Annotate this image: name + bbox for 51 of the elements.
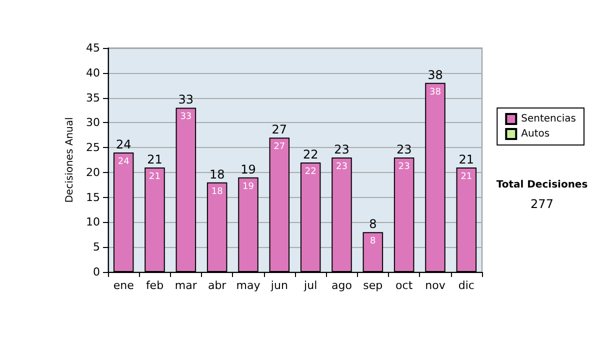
total-label: 27 bbox=[272, 122, 288, 137]
total-label: 22 bbox=[302, 147, 318, 162]
y-tick-label: 25 bbox=[86, 141, 100, 154]
x-tick-label: ene bbox=[113, 279, 134, 292]
data-label: 38 bbox=[430, 87, 442, 98]
data-label: 21 bbox=[149, 172, 160, 182]
data-label: 22 bbox=[304, 166, 316, 177]
total-label: 38 bbox=[428, 68, 443, 82]
total-label: 24 bbox=[116, 138, 132, 152]
y-tick-label: 20 bbox=[86, 166, 100, 179]
total-label: 23 bbox=[396, 142, 412, 157]
y-tick-label: 15 bbox=[86, 190, 100, 204]
y-axis-title: Decisiones Anual bbox=[64, 117, 76, 203]
data-label: 33 bbox=[180, 112, 192, 122]
text: 277 bbox=[530, 197, 554, 211]
x-tick-label: sep bbox=[363, 279, 383, 292]
total-label: 21 bbox=[147, 152, 162, 166]
data-label: 8 bbox=[370, 236, 376, 247]
total-label: 8 bbox=[369, 217, 377, 232]
x-tick-label: dic bbox=[458, 279, 474, 292]
data-label: 18 bbox=[211, 186, 224, 197]
x-tick-label: jun bbox=[270, 279, 288, 292]
data-label: 23 bbox=[336, 162, 348, 172]
total-label: 19 bbox=[240, 162, 256, 176]
total-label: 23 bbox=[334, 142, 350, 157]
total-label: 18 bbox=[209, 167, 225, 182]
y-tick-label: 45 bbox=[86, 42, 100, 54]
x-tick-label: ago bbox=[332, 279, 352, 292]
y-tick-label: 0 bbox=[93, 266, 100, 278]
data-label: 27 bbox=[274, 142, 286, 152]
x-tick-label: jul bbox=[303, 279, 318, 292]
data-label: 21 bbox=[460, 172, 472, 182]
total-label: 33 bbox=[178, 92, 194, 107]
y-tick-label: 10 bbox=[86, 216, 100, 229]
y-tick-label: 40 bbox=[86, 66, 100, 80]
data-label: 19 bbox=[242, 182, 254, 192]
x-tick-label: nov bbox=[425, 279, 446, 292]
y-tick-label: 5 bbox=[93, 240, 100, 254]
x-tick-label: mar bbox=[174, 279, 198, 292]
x-tick-label: feb bbox=[146, 279, 164, 292]
y-tick-label: 35 bbox=[86, 91, 100, 104]
data-label: 23 bbox=[398, 162, 410, 172]
x-tick-label: may bbox=[236, 279, 261, 292]
y-tick-label: 30 bbox=[86, 116, 100, 130]
legend-label: Autos bbox=[521, 128, 550, 140]
text: Total Decisiones bbox=[496, 180, 588, 190]
x-tick-label: oct bbox=[396, 279, 414, 292]
total-label: 21 bbox=[458, 152, 474, 166]
legend-label: Sentencias bbox=[521, 114, 576, 124]
data-label: 24 bbox=[118, 157, 130, 168]
x-tick-label: abr bbox=[208, 279, 227, 292]
